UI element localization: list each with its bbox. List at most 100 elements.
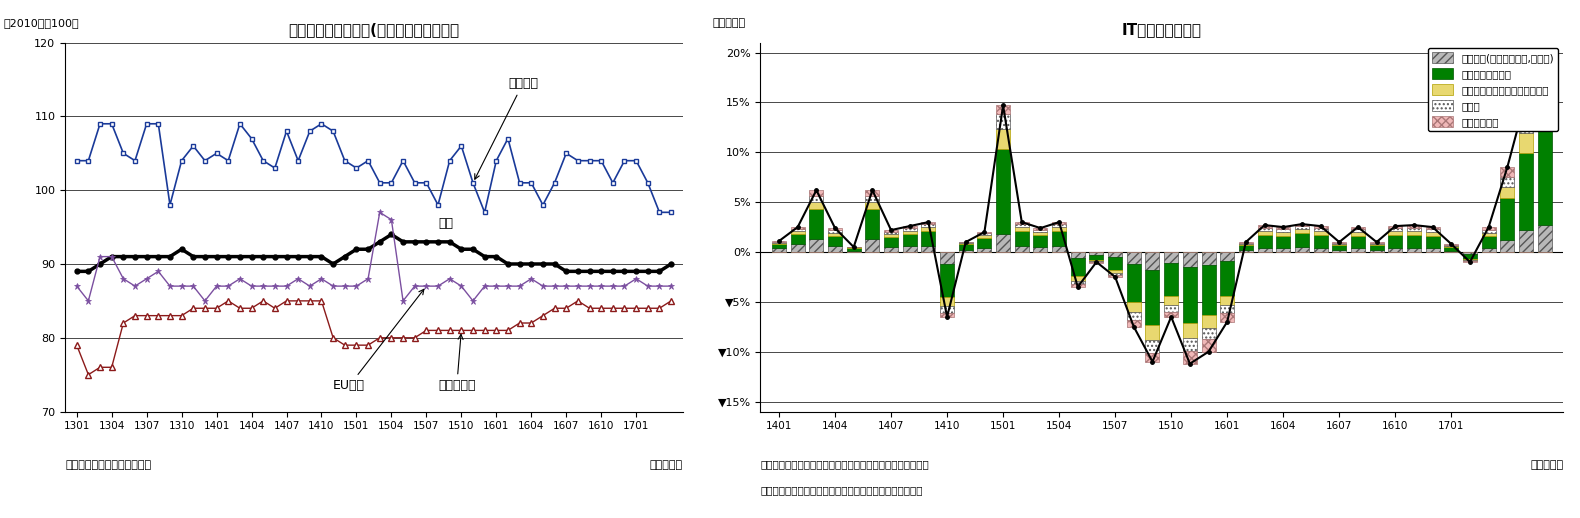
Bar <box>978 233 991 235</box>
Bar <box>995 114 1010 130</box>
Bar <box>1052 222 1066 224</box>
Bar <box>847 251 861 252</box>
Bar <box>1127 252 1141 264</box>
Bar <box>828 230 842 233</box>
Bar <box>773 243 785 244</box>
Bar <box>1537 83 1552 106</box>
Bar <box>809 190 823 196</box>
Bar <box>1108 270 1122 273</box>
Bar <box>1444 246 1458 247</box>
Bar <box>1501 167 1514 177</box>
Bar <box>1183 267 1196 323</box>
Bar <box>809 239 823 252</box>
Bar <box>1090 252 1103 255</box>
Bar <box>828 246 842 252</box>
Bar <box>959 250 973 252</box>
Bar <box>1296 224 1308 226</box>
Bar <box>995 234 1010 252</box>
Bar <box>940 264 954 297</box>
Bar <box>1071 281 1085 284</box>
Bar <box>978 232 991 233</box>
Bar <box>1370 250 1384 252</box>
Bar <box>885 230 897 232</box>
Bar <box>1201 265 1215 315</box>
Text: （2010年＝100）: （2010年＝100） <box>3 18 79 28</box>
Bar <box>1258 248 1272 252</box>
Bar <box>902 226 916 228</box>
Bar <box>1482 230 1496 233</box>
Bar <box>921 227 935 231</box>
Bar <box>809 196 823 202</box>
Bar <box>1518 97 1533 116</box>
Bar <box>790 227 804 229</box>
Text: アジア向け: アジア向け <box>438 335 476 393</box>
Bar <box>1239 250 1253 252</box>
Bar <box>1183 351 1196 364</box>
Bar <box>1351 227 1365 229</box>
Bar <box>828 233 842 236</box>
Bar <box>1463 254 1477 259</box>
Text: （資料）財務省「貳易統計」、日本銀行「企業物価指数」: （資料）財務省「貳易統計」、日本銀行「企業物価指数」 <box>760 485 923 495</box>
Bar <box>1201 328 1215 339</box>
Bar <box>1127 312 1141 320</box>
Bar <box>1277 229 1291 232</box>
Bar <box>1052 224 1066 227</box>
Bar <box>1313 228 1327 231</box>
Bar <box>978 235 991 238</box>
Bar <box>1501 187 1514 198</box>
Bar <box>1296 233 1308 247</box>
Text: （年・月）: （年・月） <box>1529 459 1563 469</box>
Text: （前年比）: （前年比） <box>713 18 746 28</box>
Bar <box>940 252 954 264</box>
Bar <box>1406 225 1420 228</box>
Bar <box>1164 312 1179 317</box>
Bar <box>940 313 954 317</box>
Bar <box>1033 247 1048 252</box>
Bar <box>866 196 880 202</box>
Bar <box>1164 252 1179 263</box>
Bar <box>1482 248 1496 252</box>
Bar <box>1406 231 1420 235</box>
Bar <box>1370 243 1384 244</box>
Bar <box>1444 244 1458 245</box>
Bar <box>866 190 880 196</box>
Bar <box>1537 131 1552 225</box>
Bar <box>1332 244 1346 245</box>
Bar <box>1501 240 1514 252</box>
Bar <box>1014 227 1029 231</box>
Title: 地域別輸出数量指数(季節調整値）の推移: 地域別輸出数量指数(季節調整値）の推移 <box>289 22 460 37</box>
Bar <box>885 232 897 234</box>
Bar <box>921 246 935 252</box>
Bar <box>1220 252 1234 261</box>
Bar <box>1014 231 1029 246</box>
Bar <box>1482 233 1496 236</box>
Bar <box>1108 275 1122 277</box>
Bar <box>1425 229 1439 232</box>
Bar <box>1201 252 1215 265</box>
Bar <box>1425 232 1439 236</box>
Bar <box>790 234 804 244</box>
Bar <box>1482 227 1496 230</box>
Bar <box>1351 248 1365 252</box>
Bar <box>1463 252 1477 254</box>
Bar <box>1389 248 1403 252</box>
Bar <box>1201 315 1215 328</box>
Bar <box>1090 262 1103 263</box>
Bar <box>1033 230 1048 232</box>
Bar <box>1090 261 1103 262</box>
Bar <box>1277 232 1291 236</box>
Bar <box>1537 106 1552 131</box>
Bar <box>1501 198 1514 240</box>
Bar <box>1220 313 1234 322</box>
Bar <box>1239 242 1253 243</box>
Bar <box>1239 244 1253 245</box>
Bar <box>1277 236 1291 248</box>
Text: 全体: 全体 <box>438 217 453 230</box>
Text: （資料）財務省「貳易統計」: （資料）財務省「貳易統計」 <box>65 459 152 469</box>
Bar <box>1463 259 1477 260</box>
Bar <box>978 238 991 248</box>
Bar <box>1258 225 1272 228</box>
Bar <box>1220 296 1234 305</box>
Bar <box>1033 228 1048 230</box>
Bar <box>1052 246 1066 252</box>
